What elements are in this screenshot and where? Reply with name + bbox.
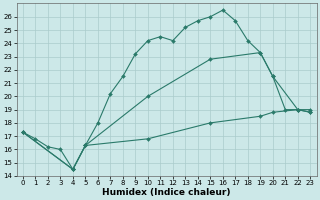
X-axis label: Humidex (Indice chaleur): Humidex (Indice chaleur)	[102, 188, 231, 197]
